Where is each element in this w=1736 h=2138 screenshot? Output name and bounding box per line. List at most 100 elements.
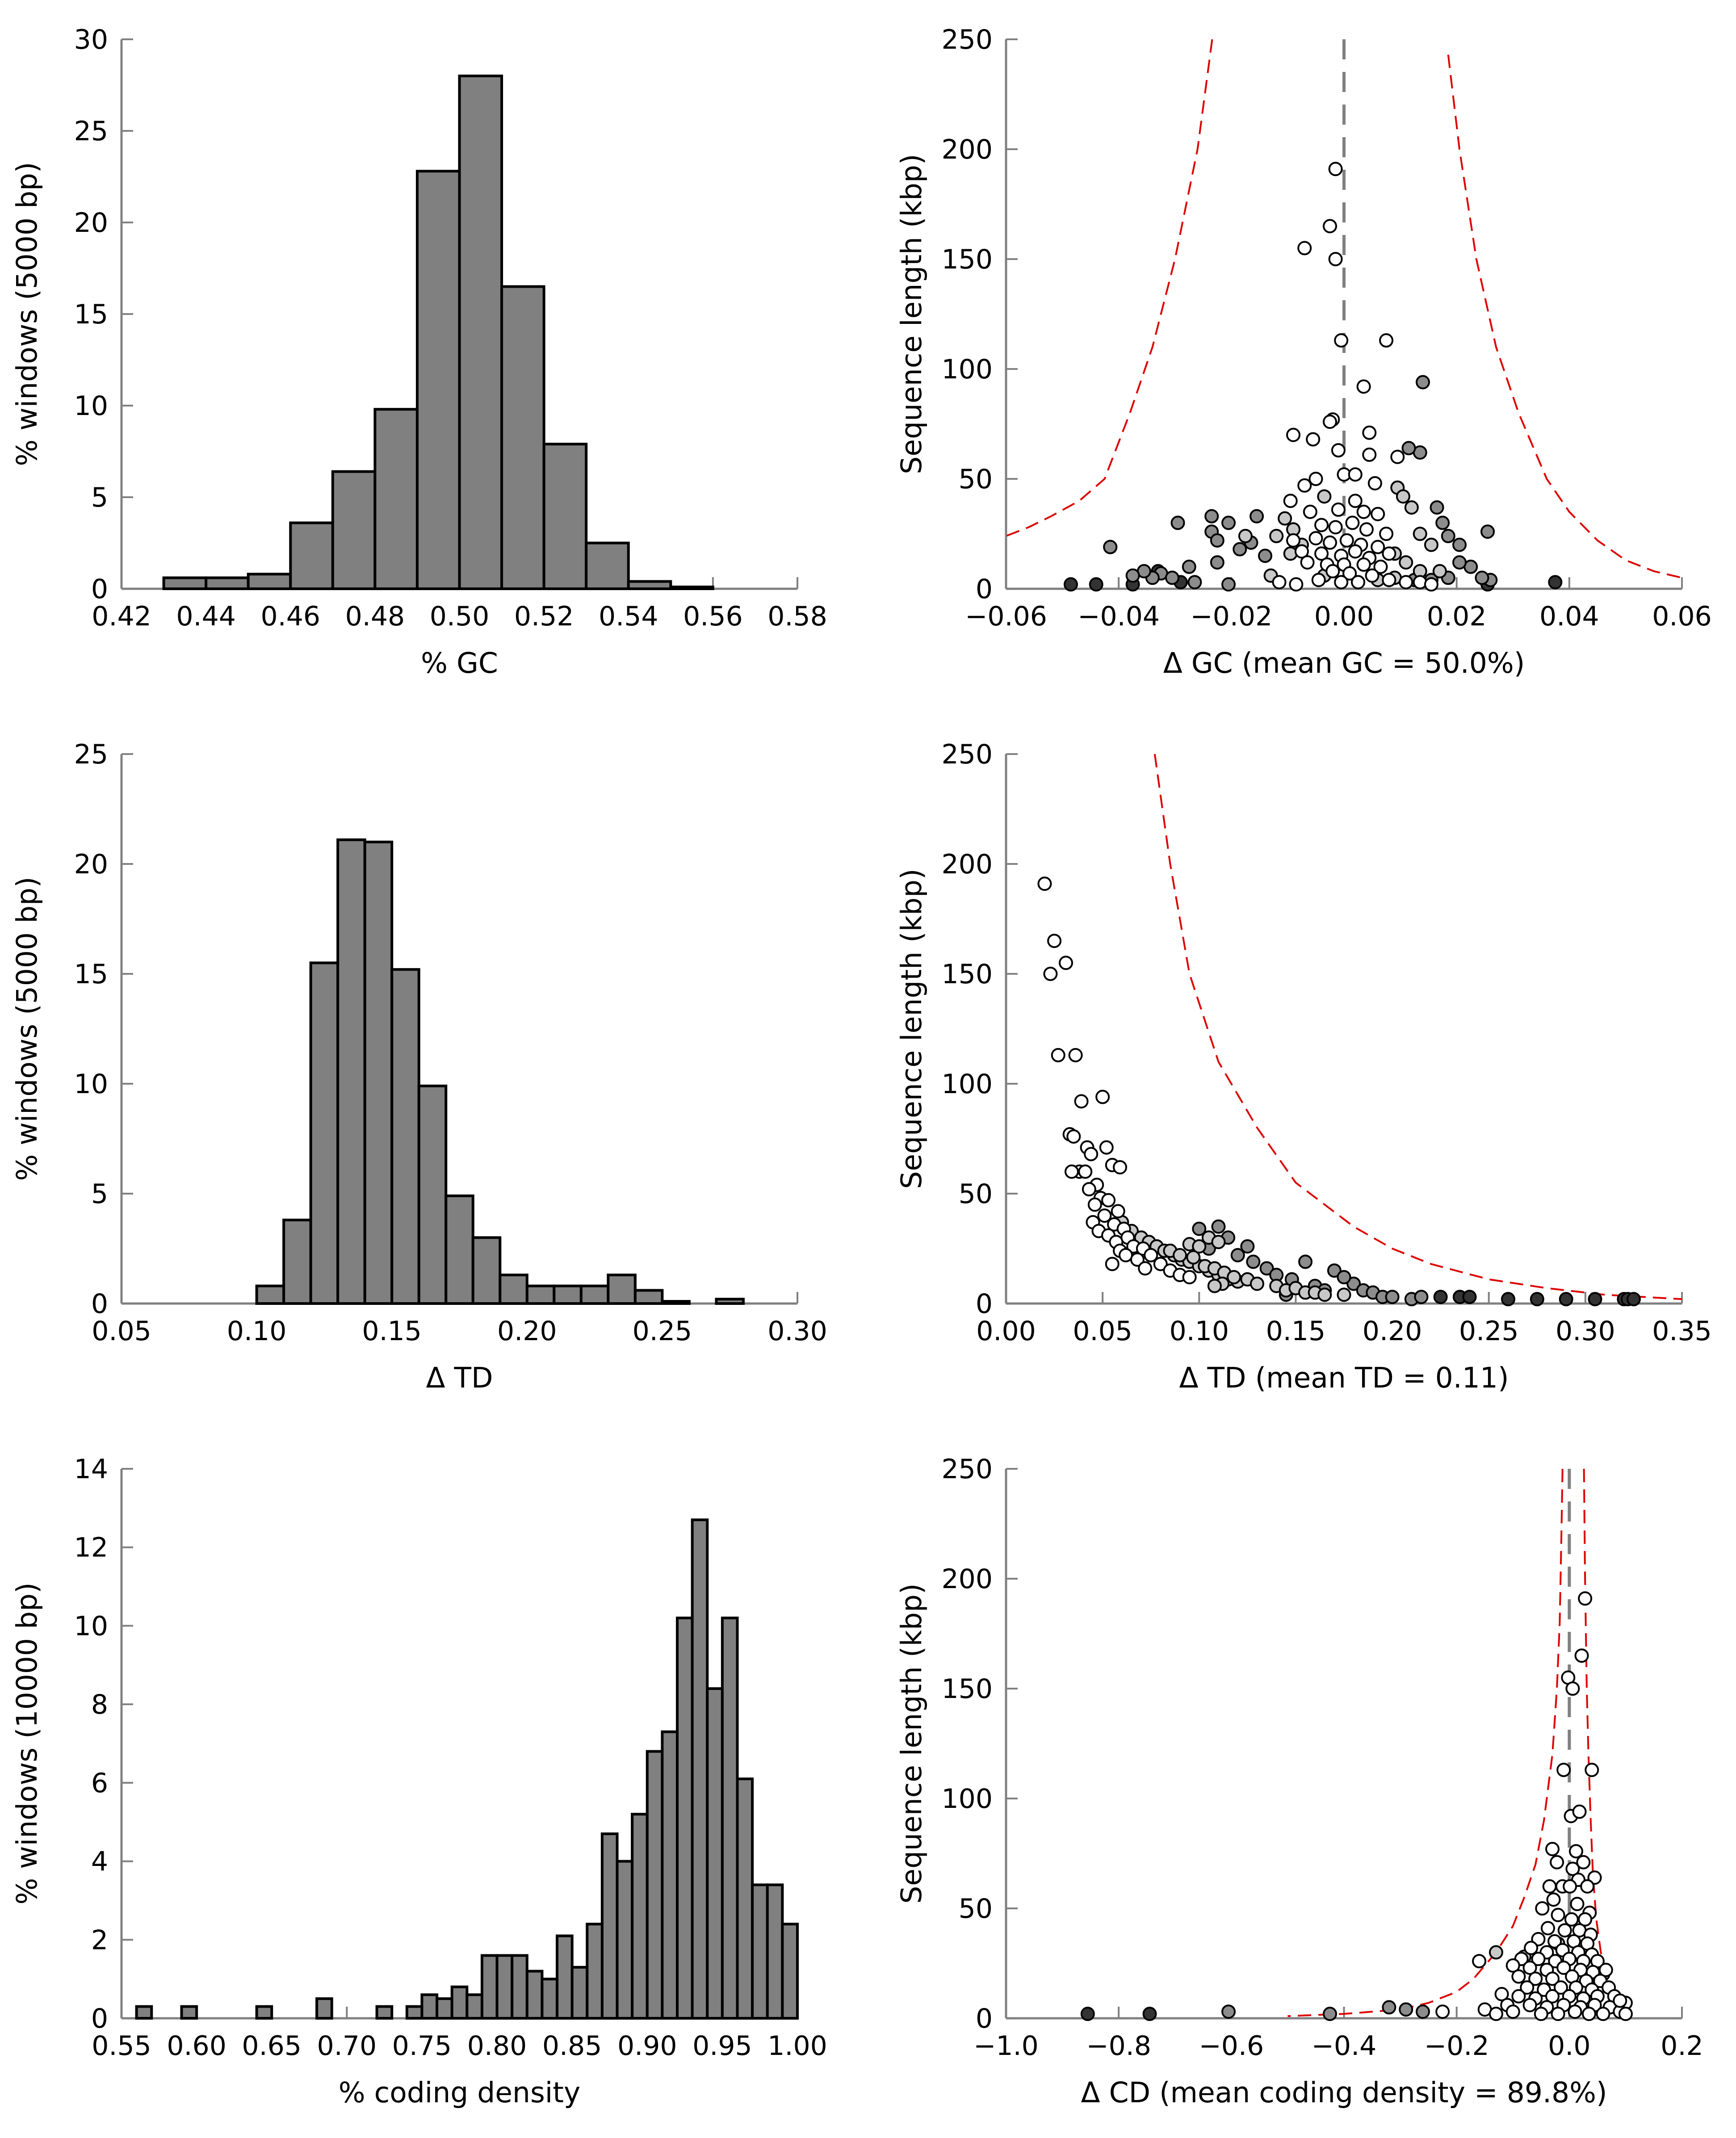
histogram-bar [736,1777,754,2020]
confidence-bound-curve [1583,1468,1627,2008]
x-axis-label: Δ GC (mean GC = 50.0%) [1163,647,1525,679]
y-axis-label: Sequence length (kbp) [895,1583,928,1903]
histogram-bar [458,75,503,590]
white-data-point [1413,575,1427,590]
white-data-point [1390,449,1405,464]
mid-data-point [1346,1276,1361,1291]
mid-data-point [1322,2007,1337,2021]
x-tick-label: 0.25 [1459,1316,1519,1347]
white-data-point [1297,241,1312,256]
white-data-point [1551,1907,1565,1922]
x-tick-label: 0.46 [260,601,320,632]
dark-data-point [1501,1292,1515,1307]
mid-data-point [1221,577,1236,592]
x-tick-label: 0.05 [1073,1316,1132,1347]
x-axis-label: % coding density [339,2076,581,2109]
x-tick-label: 0.15 [362,1316,422,1347]
x-tick-label: 0.15 [1266,1316,1326,1347]
y-tick-label: 8 [91,1689,108,1720]
histogram-bar [450,1985,469,2020]
white-data-point [1373,559,1388,574]
white-data-point [1051,1048,1065,1063]
dark-data-point [1142,2007,1157,2021]
white-data-point [1572,1804,1587,1819]
x-tick-label: 0.85 [542,2030,602,2062]
white-data-point [1367,476,1382,490]
white-data-point [1272,575,1287,590]
white-data-point [1356,504,1371,519]
white-data-point [1564,1912,1579,1927]
x-tick-label: 0.2 [1661,2030,1703,2062]
white-data-point [1511,1989,1526,2004]
white-data-point [1580,1879,1595,1894]
x-tick-label: 0.56 [683,601,743,632]
mid-data-point [1250,509,1264,524]
x-tick-label: 0.90 [617,2030,677,2062]
mid-data-point [1125,568,1140,583]
white-data-point [1535,1901,1550,1916]
white-data-point [1348,467,1363,482]
white-data-point [1489,2007,1503,2021]
white-data-point [1435,2004,1450,2019]
mid-data-point [1435,516,1450,530]
x-tick-label: 0.10 [227,1316,287,1347]
x-axis-label: Δ TD (mean TD = 0.11) [1179,1362,1509,1394]
y-tick-label: 100 [941,354,993,385]
light-data-point [1432,564,1447,579]
white-data-point [1087,1197,1102,1212]
histogram-bar [247,573,292,590]
white-data-point [1545,1989,1560,2004]
white-data-point [1059,956,1073,970]
white-data-point [1576,1855,1591,1870]
y-tick-label: 30 [74,24,108,55]
x-tick-label: 0.58 [767,601,827,632]
white-data-point [1286,533,1301,548]
histogram-bar [390,968,420,1305]
histogram-bar [570,1966,589,2020]
white-data-point [1545,1842,1560,1857]
light-data-point [1317,489,1332,504]
histogram-bar [676,1616,694,2020]
x-axis-label: Δ CD (mean coding density = 89.8%) [1081,2076,1607,2109]
mid-data-point [1401,441,1416,456]
white-data-point [1511,1969,1526,1984]
y-tick-label: 10 [74,390,108,422]
x-tick-label: −0.4 [1312,2030,1377,2062]
dark-data-point [1548,575,1563,590]
x-tick-label: −1.0 [973,2030,1039,2062]
histogram-bar [162,576,208,591]
histogram-bar [661,1300,691,1305]
white-data-point [1557,1923,1572,1938]
mid-data-point [1210,555,1224,570]
white-data-point [1144,1248,1158,1262]
white-data-point [1379,333,1394,348]
histogram-bar [331,470,377,590]
y-tick-label: 0 [91,1288,108,1320]
mid-data-point [1258,549,1272,563]
y-tick-label: 50 [959,1178,993,1210]
light-data-point [1173,1248,1187,1262]
white-data-point [1289,577,1304,592]
y-tick-label: 50 [959,1893,993,1924]
histogram-bar [646,1750,664,2020]
histogram-bar [315,1997,333,2020]
white-data-point [1342,566,1357,581]
histogram-bar [255,2005,273,2020]
white-data-point [1382,546,1396,561]
light-data-point [1399,555,1413,570]
dark-data-point [1559,1292,1573,1307]
white-data-point [1099,1140,1114,1155]
light-data-point [1424,537,1438,552]
mid-data-point [1298,1254,1313,1269]
x-tick-label: 0.42 [92,601,151,632]
mid-data-point [1416,2004,1430,2019]
x-tick-label: 0.10 [1169,1316,1229,1347]
mid-data-point [1452,555,1467,570]
histogram-bar [627,580,672,590]
histogram-bar [607,1274,637,1305]
x-tick-label: 0.44 [176,601,236,632]
mid-data-point [1259,1261,1274,1276]
white-data-point [1322,415,1337,429]
light-data-point [1317,1287,1332,1302]
white-data-point [1311,573,1326,587]
